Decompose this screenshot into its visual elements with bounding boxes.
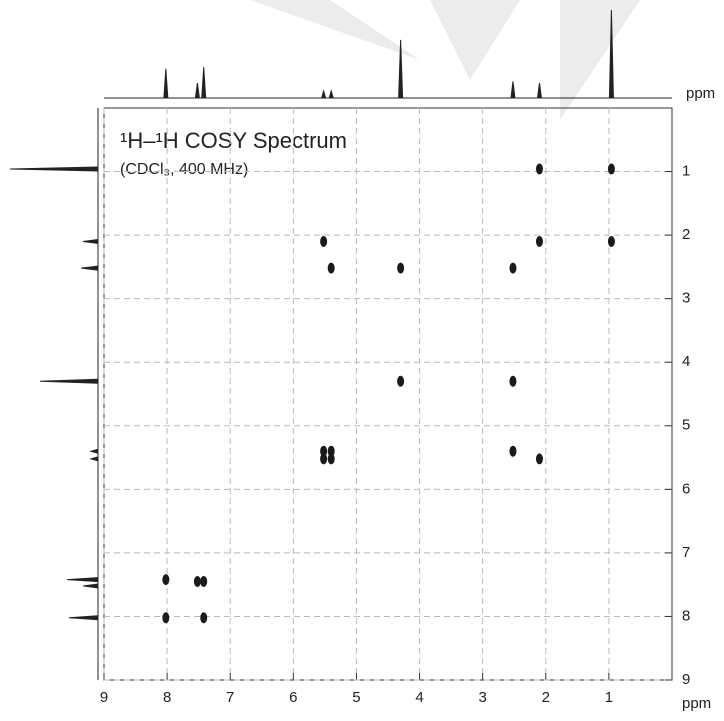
- cross-peak: [200, 575, 208, 587]
- x-tick-label: 1: [605, 689, 613, 706]
- cross-peak: [327, 453, 335, 465]
- left-projection-peak: [89, 456, 99, 462]
- top-projection-peak: [608, 9, 614, 99]
- cross-peak: [509, 445, 517, 457]
- cross-peak: [327, 262, 335, 274]
- cross-peak: [535, 163, 543, 175]
- left-projection-peak: [68, 615, 99, 621]
- cross-peak: [509, 375, 517, 387]
- x-tick-label: 3: [478, 689, 486, 706]
- cross-peak: [327, 445, 335, 457]
- cross-peak: [320, 235, 328, 247]
- x-tick-label: 4: [415, 689, 423, 706]
- y-tick-label: 6: [682, 480, 690, 497]
- left-projection-peak: [39, 378, 99, 384]
- top-projection-peak: [328, 89, 334, 99]
- y-tick-label: 5: [682, 417, 690, 434]
- cross-peak: [607, 235, 615, 247]
- cross-peak: [162, 574, 170, 586]
- y-axis-label: ppm: [686, 85, 715, 102]
- top-projection-peak: [398, 39, 404, 99]
- top-projection-peak: [510, 81, 516, 99]
- y-tick-label: 4: [682, 353, 690, 370]
- left-projection-peak: [89, 448, 99, 454]
- cross-peak: [200, 612, 208, 624]
- top-projection-peak: [320, 89, 327, 99]
- chart-title: ¹H–¹H COSY Spectrum: [120, 128, 347, 153]
- cross-peak: [607, 163, 615, 175]
- left-projection-peak: [67, 577, 99, 583]
- top-projection-peak: [536, 82, 543, 99]
- y-tick-label: 2: [682, 226, 690, 243]
- x-tick-label: 6: [289, 689, 297, 706]
- cross-peak: [162, 612, 170, 624]
- x-tick-label: 7: [226, 689, 234, 706]
- left-projection-peak: [82, 583, 99, 589]
- cross-peak: [397, 262, 405, 274]
- watermark: [250, 0, 640, 120]
- cross-peak: [509, 262, 517, 274]
- top-projection-peak: [201, 67, 207, 99]
- y-tick-label: 7: [682, 544, 690, 561]
- cross-peak: [320, 453, 328, 465]
- x-axis-label: ppm: [682, 695, 711, 712]
- top-projection-peak: [194, 82, 200, 99]
- y-tick-label: 3: [682, 290, 690, 307]
- x-tick-label: 9: [100, 689, 108, 706]
- x-tick-label: 5: [352, 689, 360, 706]
- top-projection-peak: [163, 68, 169, 99]
- y-tick-label: 1: [682, 163, 690, 180]
- y-tick-label: 9: [682, 671, 690, 688]
- y-tick-label: 8: [682, 607, 690, 624]
- cross-peak: [193, 575, 201, 587]
- x-tick-label: 2: [542, 689, 550, 706]
- left-projection-peak: [81, 265, 99, 271]
- left-projection-peak: [82, 238, 99, 245]
- cross-peak: [535, 453, 543, 465]
- left-projection-peak: [9, 166, 99, 172]
- cross-peak: [397, 375, 405, 387]
- cross-peak: [535, 235, 543, 247]
- cross-peak: [320, 445, 328, 457]
- chart-subtitle: (CDCl₃, 400 MHz): [120, 161, 248, 178]
- x-tick-label: 8: [163, 689, 171, 706]
- plot-frame: [103, 107, 673, 681]
